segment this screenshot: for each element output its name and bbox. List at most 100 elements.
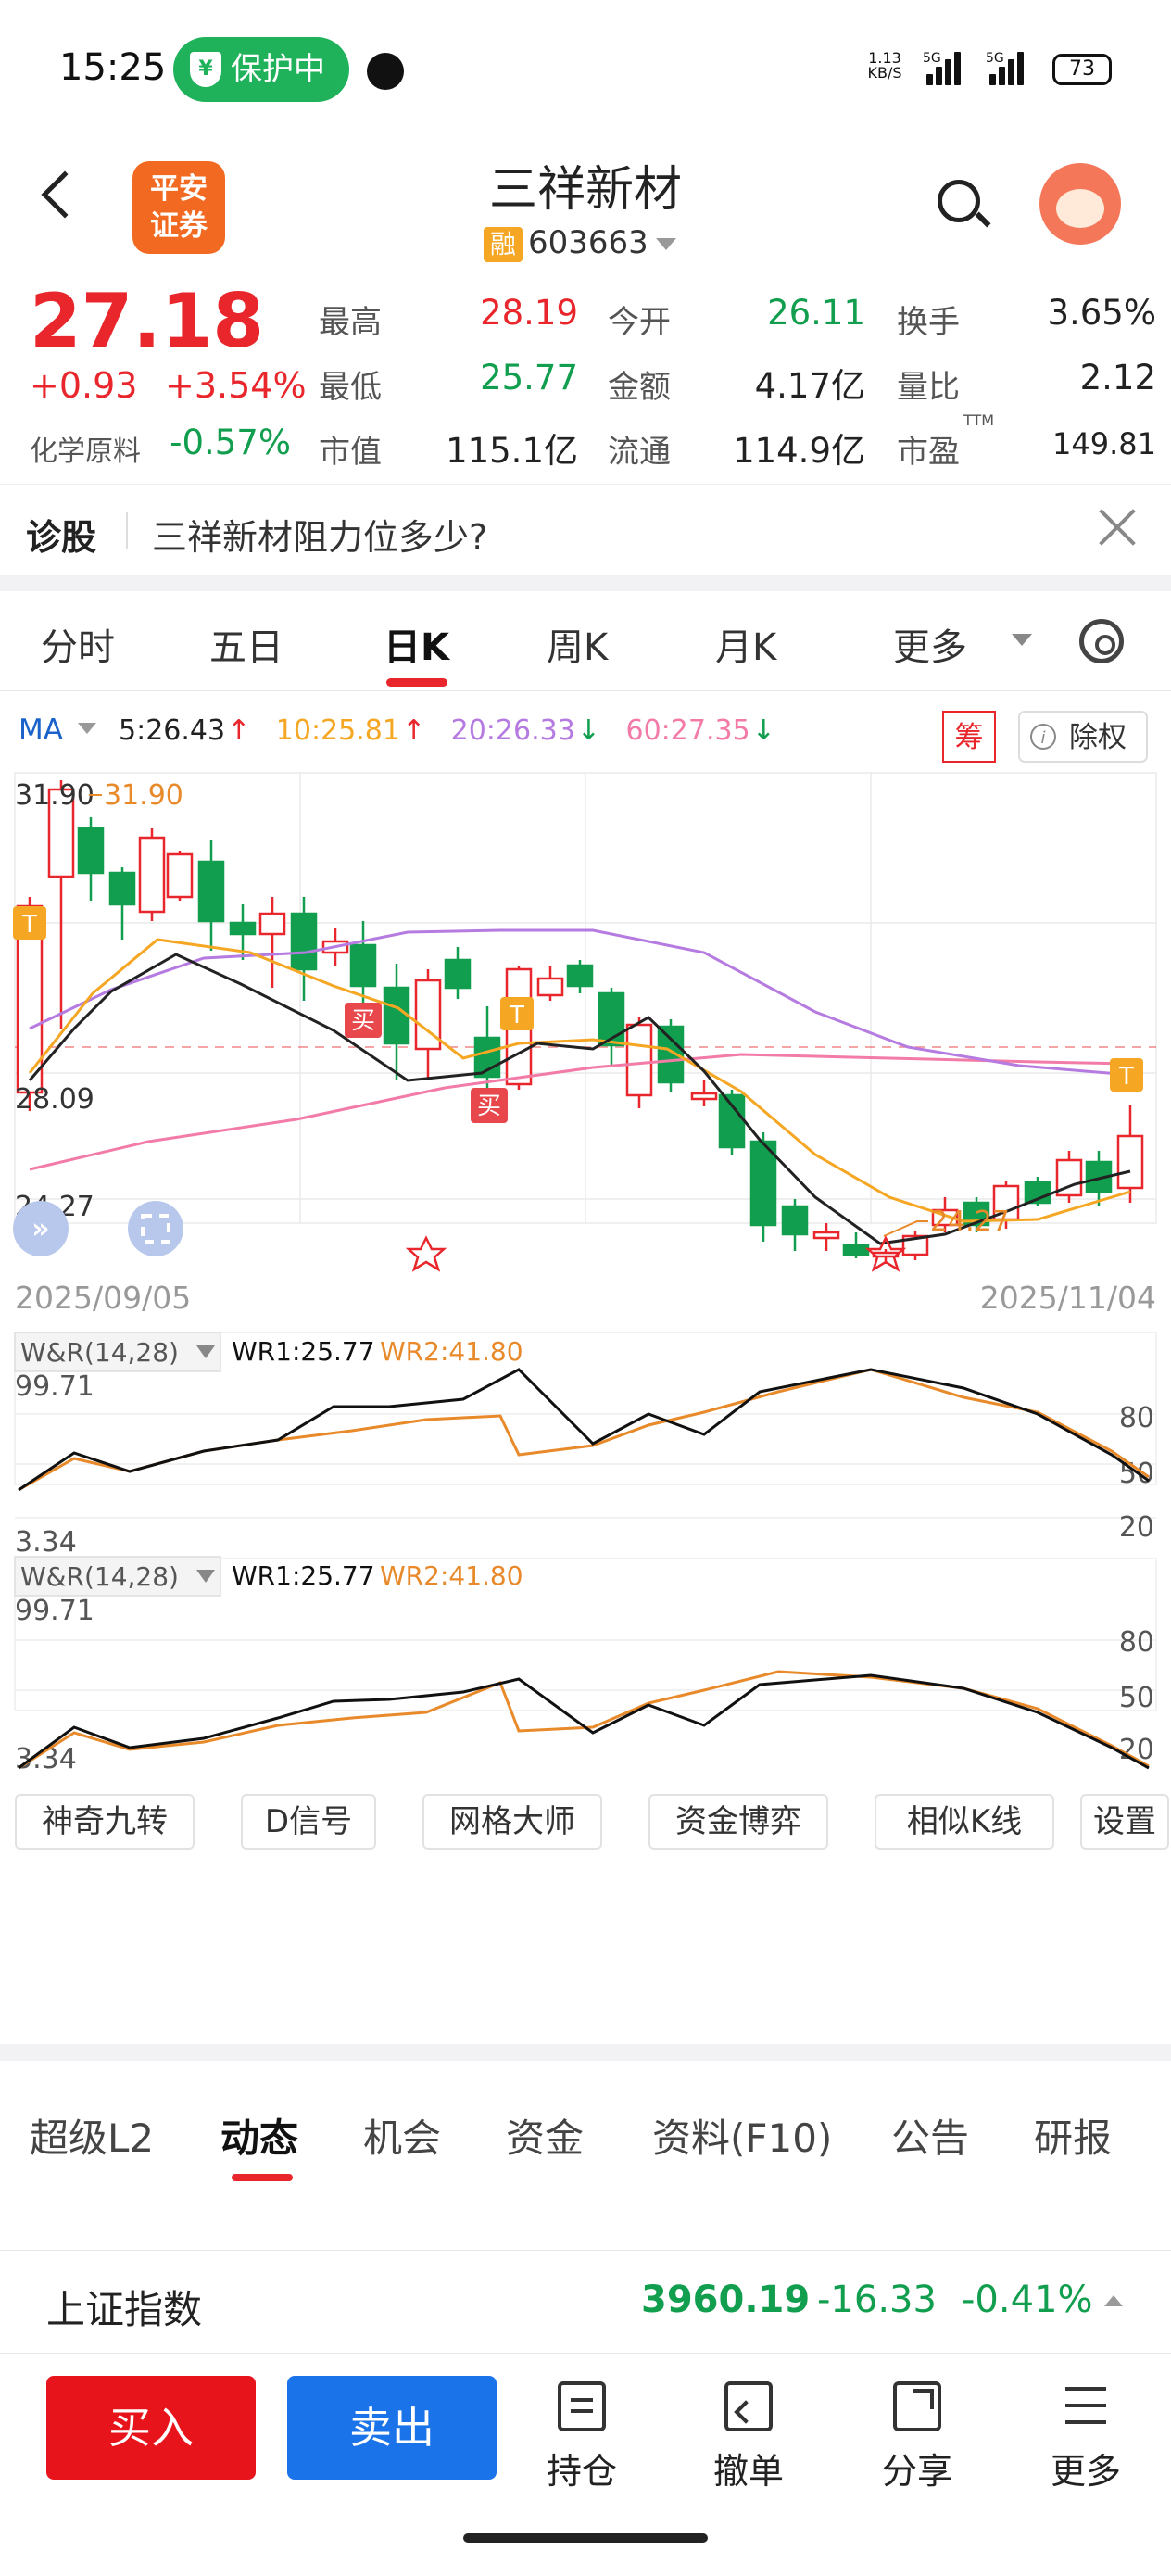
status-bar: 15:25 ¥ 保护中 1.13 KB/S 5G 5G 73 xyxy=(0,0,1171,139)
tab-announcements[interactable]: 公告 xyxy=(891,2115,970,2161)
stock-code-selector[interactable]: 融 603663 xyxy=(484,224,676,262)
indicator-2-level-50: 50 xyxy=(1119,1682,1154,1714)
diagnosis-question[interactable]: 三祥新材阻力位多少? xyxy=(152,517,488,558)
fast-forward-icon[interactable]: » xyxy=(13,1201,69,1256)
tool-magic-nine[interactable]: 神奇九转 xyxy=(15,1794,195,1850)
tab-opportunity[interactable]: 机会 xyxy=(363,2115,442,2161)
tab-super-l2[interactable]: 超级L2 xyxy=(30,2115,155,2161)
tab-intraday[interactable]: 分时 xyxy=(41,626,115,669)
more-button[interactable]: 更多 xyxy=(1030,2381,1141,2494)
kline-chart[interactable]: MA 5:26.43↑ 10:25.81↑ 20:26.33↓ 60:27.35… xyxy=(0,691,1171,2026)
cancel-order-button[interactable]: 撤单 xyxy=(693,2381,804,2494)
logo-line-1: 平安 xyxy=(150,172,208,206)
tab-weekly-k[interactable]: 周K xyxy=(547,626,609,669)
candle-body xyxy=(812,1231,840,1240)
date-start: 2025/09/05 xyxy=(15,1280,191,1316)
t-marker[interactable]: T xyxy=(500,997,534,1030)
ma10-line xyxy=(28,938,1131,1223)
holdings-label: 持仓 xyxy=(546,2451,617,2492)
buy-marker[interactable]: 买 xyxy=(345,1003,382,1038)
net-speed-unit: KB/S xyxy=(867,64,902,82)
gear-icon[interactable] xyxy=(1079,619,1124,663)
t-marker[interactable]: T xyxy=(1110,1058,1143,1092)
fullscreen-icon[interactable] xyxy=(128,1201,183,1256)
indicator-1-top: 99.71 xyxy=(15,1370,94,1403)
tab-news[interactable]: 动态 xyxy=(220,2115,299,2161)
quote-value-open: 26.11 xyxy=(767,293,865,333)
search-icon[interactable] xyxy=(938,180,991,232)
stock-header: 平安 证券 三祥新材 融 603663 xyxy=(0,139,1171,278)
chevron-up-icon[interactable] xyxy=(1104,2295,1123,2306)
svg-text:»: » xyxy=(31,1213,49,1245)
tool-grid-master[interactable]: 网格大师 xyxy=(422,1794,602,1850)
candle-body xyxy=(718,1093,746,1149)
ma60-value: 60:27.35 xyxy=(625,714,749,747)
buy-button[interactable]: 买入 xyxy=(46,2376,256,2480)
candle-body xyxy=(657,1025,685,1084)
star-event-icon[interactable] xyxy=(864,1235,907,1272)
tool-settings[interactable]: 设置 xyxy=(1080,1794,1169,1850)
broker-logo: 平安 证券 xyxy=(132,161,225,254)
network-type-2: 5G xyxy=(986,51,1004,66)
stock-diagnosis-bar[interactable]: 诊股 三祥新材阻力位多少? xyxy=(0,484,1171,575)
tool-similar-k[interactable]: 相似K线 xyxy=(875,1794,1054,1850)
candle-body xyxy=(1116,1134,1144,1190)
holdings-button[interactable]: 持仓 xyxy=(526,2381,637,2494)
candle-body xyxy=(536,977,564,997)
chips-button[interactable] xyxy=(942,711,996,763)
candle-body xyxy=(781,1205,809,1236)
candle-body xyxy=(108,871,136,906)
protection-badge[interactable]: ¥ 保护中 xyxy=(173,37,349,102)
ma-legend-text: 5:26.43↑ 10:25.81↑ 20:26.33↓ 60:27.35↓ xyxy=(119,714,775,747)
buy-marker[interactable]: 买 xyxy=(471,1088,508,1123)
indicator-2-selector[interactable]: W&R(14,28) xyxy=(14,1556,221,1597)
avatar[interactable] xyxy=(1039,163,1121,245)
tab-funds[interactable]: 资金 xyxy=(506,2115,585,2161)
home-indicator[interactable] xyxy=(463,2533,708,2543)
tool-fund-game[interactable]: 资金博弈 xyxy=(648,1794,828,1850)
indicator-1-level-80: 80 xyxy=(1119,1402,1154,1434)
app-notification-icon xyxy=(367,53,404,90)
chevron-down-icon xyxy=(196,1570,215,1583)
indicator-1-wr1: WR1:25.77 xyxy=(232,1336,375,1367)
y-axis-high: 31.90 xyxy=(15,779,94,812)
share-button[interactable]: 分享 xyxy=(862,2381,973,2494)
quote-value-turnover: 3.65% xyxy=(1047,293,1156,333)
star-event-icon[interactable] xyxy=(405,1235,447,1272)
chevron-down-icon xyxy=(78,723,96,734)
tab-f10[interactable]: 资料(F10) xyxy=(652,2115,833,2161)
tool-d-signal[interactable]: D信号 xyxy=(241,1794,376,1850)
sector-change: -0.57% xyxy=(170,423,291,462)
indicator-2-name: W&R(14,28) xyxy=(20,1561,179,1592)
candle-body xyxy=(598,991,625,1047)
network-type-1: 5G xyxy=(923,51,941,66)
index-change: -16.33 xyxy=(817,2279,937,2321)
low-marker-line xyxy=(883,1220,928,1237)
close-icon[interactable] xyxy=(1097,507,1138,548)
tab-daily-k[interactable]: 日K xyxy=(384,626,449,669)
ma-label[interactable]: MA xyxy=(19,713,63,747)
sell-button[interactable]: 卖出 xyxy=(287,2376,497,2480)
ma20-line xyxy=(29,928,1131,1077)
candle-body xyxy=(444,958,472,990)
index-ticker[interactable]: 上证指数 3960.19 -16.33 -0.41% xyxy=(0,2250,1171,2354)
tab-five-day[interactable]: 五日 xyxy=(209,626,283,669)
sector-label[interactable]: 化学原料 xyxy=(30,436,141,468)
tab-more[interactable]: 更多 xyxy=(893,626,967,669)
tab-monthly-k[interactable]: 月K xyxy=(715,626,777,669)
price-change-pct: +3.54% xyxy=(165,365,307,406)
index-name: 上证指数 xyxy=(46,2287,203,2332)
indicator-1-level-20: 20 xyxy=(1119,1511,1154,1544)
indicator-1-wr2: WR2:41.80 xyxy=(380,1336,523,1367)
indicator-1-name: W&R(14,28) xyxy=(20,1337,179,1368)
share-label: 分享 xyxy=(881,2451,952,2492)
ex-rights-button[interactable] xyxy=(1018,711,1148,763)
candle-body xyxy=(229,921,257,936)
divider xyxy=(126,512,128,549)
t-marker[interactable]: T xyxy=(13,906,46,940)
price-change: +0.93 xyxy=(30,365,138,406)
tab-research[interactable]: 研报 xyxy=(1034,2115,1113,2161)
indicator-1-selector[interactable]: W&R(14,28) xyxy=(14,1332,221,1372)
kline-chart-area[interactable]: MA 5:26.43↑ 10:25.81↑ 20:26.33↓ 60:27.35… xyxy=(0,691,1171,2026)
chevron-down-icon xyxy=(1012,634,1032,646)
